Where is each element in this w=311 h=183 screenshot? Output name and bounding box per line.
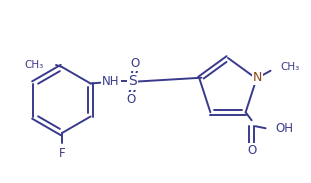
Text: OH: OH — [276, 122, 294, 135]
Text: N: N — [253, 71, 262, 84]
Text: CH₃: CH₃ — [25, 60, 44, 70]
Text: O: O — [247, 144, 256, 157]
Text: F: F — [59, 147, 65, 160]
Text: NH: NH — [102, 75, 119, 88]
Text: S: S — [128, 74, 137, 89]
Text: O: O — [130, 57, 139, 70]
Text: CH₃: CH₃ — [281, 62, 300, 72]
Text: O: O — [126, 93, 135, 106]
